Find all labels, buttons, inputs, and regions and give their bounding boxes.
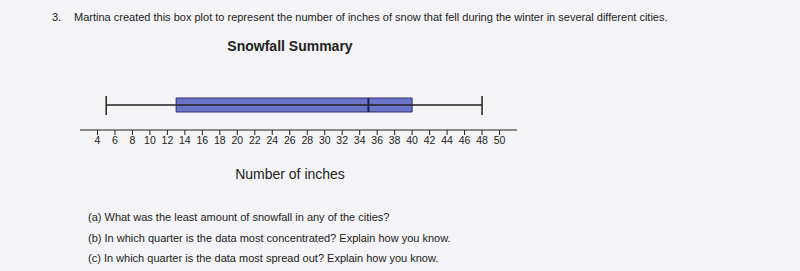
svg-text:18: 18 [214, 134, 226, 146]
svg-text:32: 32 [336, 134, 348, 146]
svg-text:4: 4 [95, 134, 101, 146]
svg-text:24: 24 [266, 134, 278, 146]
svg-text:8: 8 [130, 134, 136, 146]
svg-text:40: 40 [406, 134, 418, 146]
html-text:(b) In which quarter is the da: (b) In which quarter is the data most co… [88, 232, 451, 244]
svg-text:12: 12 [162, 134, 174, 146]
svg-text:30: 30 [319, 134, 331, 146]
html-text:Number of inches: Number of inches [235, 166, 345, 182]
svg-text:22: 22 [249, 134, 261, 146]
svg-text:26: 26 [284, 134, 296, 146]
svg-text:10: 10 [144, 134, 156, 146]
svg-text:28: 28 [301, 134, 313, 146]
svg-text:48: 48 [476, 134, 488, 146]
svg-text:16: 16 [197, 134, 209, 146]
svg-text:44: 44 [441, 134, 453, 146]
html-text:(a) What was the least amount: (a) What was the least amount of snowfal… [88, 211, 390, 223]
svg-text:20: 20 [231, 134, 243, 146]
svg-text:6: 6 [112, 134, 118, 146]
svg-text:42: 42 [424, 134, 436, 146]
svg-text:14: 14 [179, 134, 191, 146]
html-text:(c) In which quarter is the da: (c) In which quarter is the data most sp… [88, 252, 439, 264]
svg-text:46: 46 [459, 134, 471, 146]
svg-text:50: 50 [494, 134, 506, 146]
html-text:Snowfall Summary: Snowfall Summary [227, 38, 353, 54]
svg-text:34: 34 [354, 134, 366, 146]
html-text:3.: 3. [52, 11, 62, 23]
svg-text:38: 38 [389, 134, 401, 146]
svg-text:36: 36 [371, 134, 383, 146]
html-text:Martina created this box plot: Martina created this box plot to represe… [74, 11, 668, 23]
